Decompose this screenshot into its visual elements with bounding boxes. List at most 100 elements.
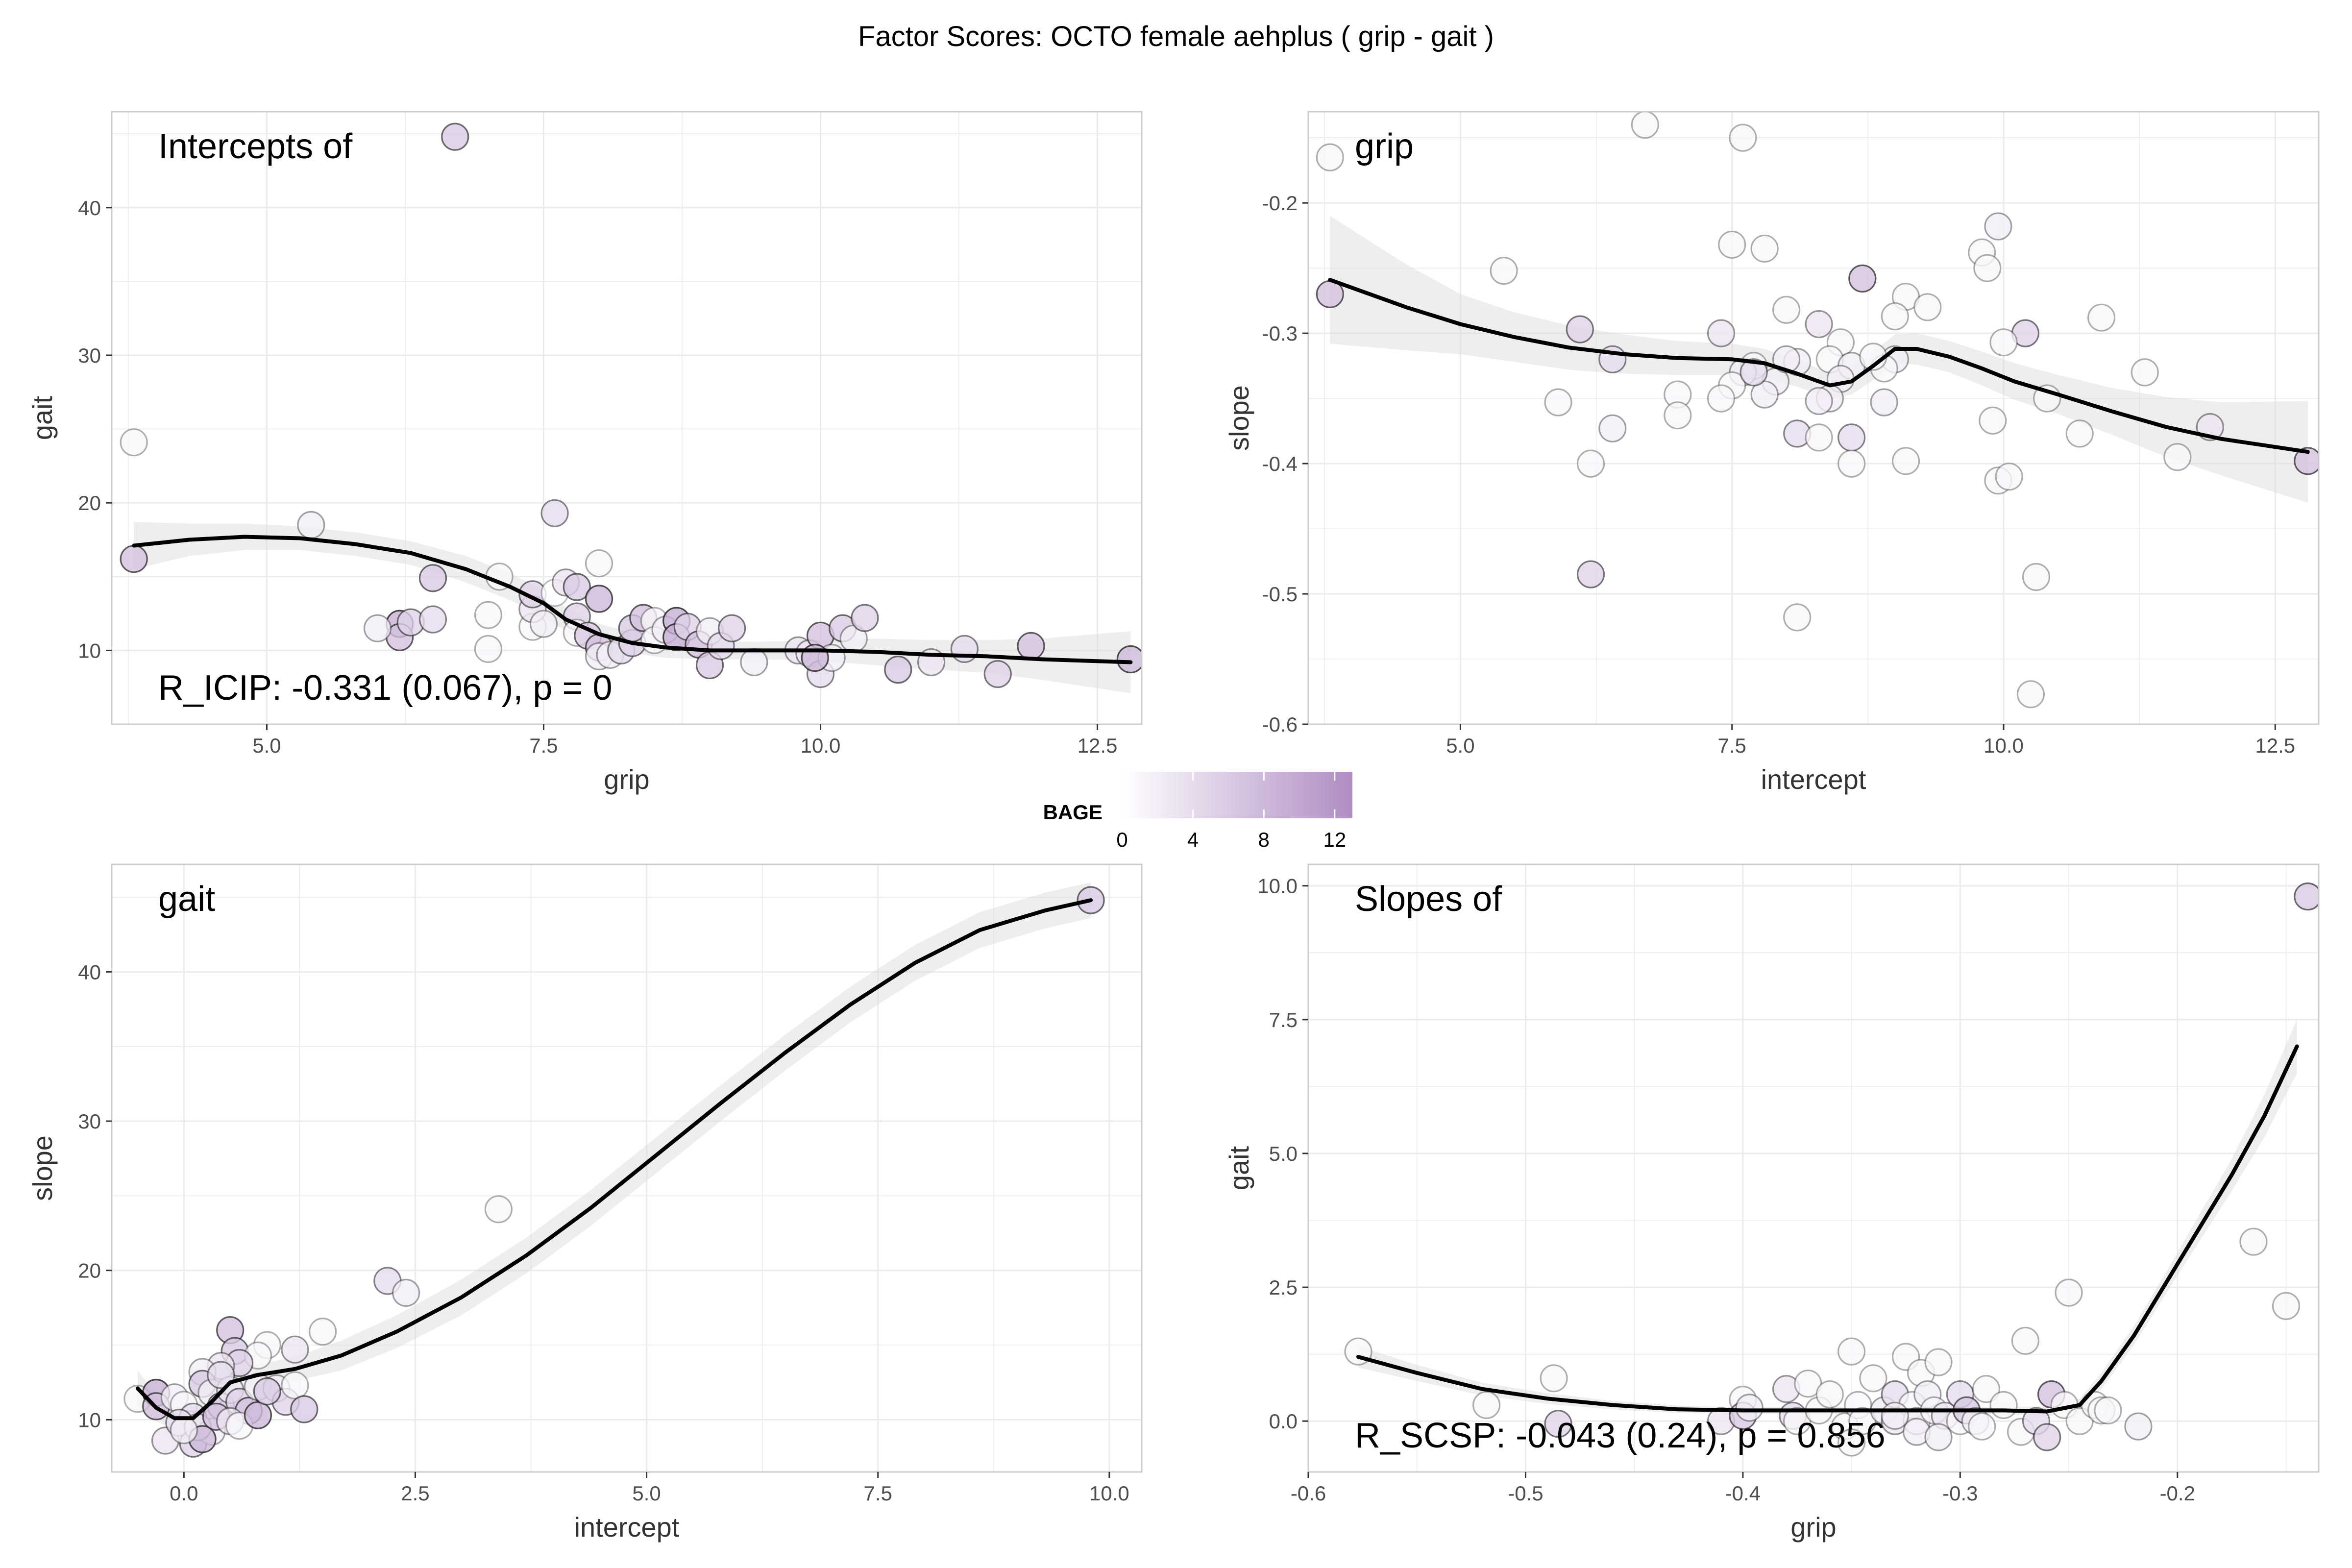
y-tick-label: 0.0	[1269, 1410, 1298, 1433]
smooth-ribbon	[1358, 1019, 2297, 1417]
axes: 5.0 7.5 10.0 12.5 -0.6 -0.5 -0.4 -0.3 -0.2 interc…	[1224, 192, 2295, 795]
plot-area	[123, 882, 1105, 1458]
y-tick-label: 40	[78, 196, 101, 220]
x-axis-label: grip	[1790, 1512, 1836, 1543]
data-point	[1989, 328, 2018, 357]
data-point	[1815, 1380, 1844, 1409]
panel-title: grip	[1355, 127, 1414, 166]
x-tick-label: 10.0	[1984, 734, 2024, 757]
data-point	[563, 573, 591, 601]
y-tick-label: 30	[78, 344, 101, 367]
panel-border	[111, 111, 1143, 725]
data-point	[1544, 1410, 1572, 1438]
data-point	[1838, 1337, 1866, 1366]
data-point	[585, 585, 613, 613]
data-point	[1017, 632, 1045, 661]
axes: -0.6 -0.5 -0.4 -0.3 -0.2 0.0 2.5 5.0 7.5 10.0 grip…	[1224, 875, 2195, 1543]
x-axis-label: grip	[604, 764, 649, 795]
x-tick-label: 5.0	[632, 1482, 661, 1505]
data-point	[1924, 1423, 1953, 1451]
x-tick-label: 7.5	[864, 1482, 892, 1505]
panel-title: Intercepts of	[158, 127, 353, 166]
data-point	[1718, 230, 1746, 259]
data-point	[585, 549, 613, 578]
data-point	[281, 1371, 309, 1399]
data-point	[1805, 387, 1833, 416]
points	[120, 122, 1142, 688]
x-tick-label: -0.6	[1291, 1482, 1326, 1505]
x-tick-label: -0.4	[1725, 1482, 1761, 1505]
y-tick-label: 20	[78, 1259, 101, 1282]
data-point	[1783, 1407, 1812, 1435]
y-tick-label: 10	[78, 1408, 101, 1431]
data-point	[1973, 254, 2002, 282]
data-point	[297, 511, 325, 539]
data-point	[418, 564, 447, 592]
data-point	[1576, 560, 1605, 588]
data-point	[1848, 1407, 1877, 1435]
data-point	[2124, 1412, 2153, 1441]
data-point	[1740, 358, 1768, 387]
data-point	[2239, 1227, 2268, 1256]
data-point	[1968, 1412, 1996, 1441]
bage-legend: BAGE 0 4 8 12	[1043, 772, 1352, 851]
data-point	[1859, 1364, 1887, 1393]
panel-border	[111, 863, 1143, 1473]
y-tick-label: 30	[78, 1110, 101, 1133]
data-point	[1472, 1391, 1501, 1419]
x-tick-label: -0.2	[2160, 1482, 2195, 1505]
data-point	[2272, 1292, 2301, 1320]
y-tick-label: 2.5	[1269, 1276, 1298, 1299]
data-point	[1735, 1394, 1764, 1422]
data-point	[1838, 449, 1866, 478]
data-point	[2163, 443, 2192, 471]
data-point	[1566, 315, 1594, 343]
data-point	[1707, 384, 1736, 413]
data-point	[1544, 388, 1572, 416]
x-tick-label: 7.5	[529, 734, 558, 757]
points	[123, 886, 1105, 1458]
data-point	[2131, 358, 2159, 387]
data-point	[740, 648, 768, 677]
panel-annotation: R_ICIP: -0.331 (0.067), p = 0	[158, 668, 612, 708]
data-point	[2294, 447, 2319, 475]
panel-2: 5.0 7.5 10.0 12.5 -0.6 -0.5 -0.4 -0.3 -0.2 interc…	[1224, 111, 2320, 795]
data-point	[1881, 302, 1909, 331]
data-point	[474, 635, 503, 663]
data-point	[2033, 1423, 2061, 1451]
data-point	[1750, 234, 1779, 263]
data-point	[718, 614, 746, 642]
x-tick-label: -0.3	[1942, 1482, 1978, 1505]
y-axis-label: slope	[27, 1135, 58, 1201]
data-point	[1783, 603, 1812, 632]
panels: 5.0 7.5 10.0 12.510203040gripgaitIntercepts…	[27, 111, 2320, 1543]
data-point	[1631, 112, 1659, 139]
data-point	[1924, 1348, 1953, 1376]
axes: 5.0 7.5 10.0 12.5 10 20 30 40 grip gait	[27, 196, 1117, 795]
data-point	[950, 635, 979, 663]
plot-area	[1344, 882, 2319, 1457]
y-tick-label: 40	[78, 960, 101, 983]
data-point	[290, 1395, 318, 1423]
data-point	[2294, 882, 2319, 911]
y-axis-label: slope	[1224, 385, 1254, 451]
smooth-ribbon	[137, 882, 1091, 1430]
data-point	[1995, 463, 2023, 491]
points	[1316, 112, 2319, 709]
data-point	[2087, 303, 2116, 332]
data-point	[2055, 1278, 2083, 1307]
smooth-line	[1328, 278, 2310, 454]
data-point	[418, 605, 447, 634]
legend-tick-label: 0	[1116, 828, 1127, 851]
data-point	[1913, 293, 1942, 321]
smooth-line	[132, 535, 1133, 664]
data-point	[2016, 680, 2045, 709]
legend-colorbar	[1122, 772, 1352, 818]
panel-background	[1308, 864, 2319, 1472]
panel-border	[1307, 863, 2320, 1473]
data-point	[1848, 264, 1877, 293]
data-point	[253, 1377, 281, 1406]
y-tick-label: -0.5	[1262, 583, 1298, 606]
x-tick-label: 7.5	[1718, 734, 1746, 757]
